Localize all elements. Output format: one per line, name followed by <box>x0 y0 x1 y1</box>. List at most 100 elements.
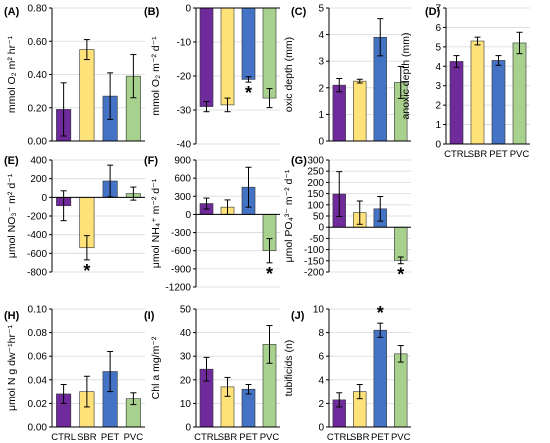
y-tick-label: -150 <box>304 256 324 267</box>
y-tick-label: 20 <box>180 375 192 386</box>
y-axis-label: mmol O₂ m² hr⁻¹ <box>6 35 18 113</box>
y-tick-label: 0 <box>185 4 191 15</box>
y-tick-label: -800 <box>27 268 47 279</box>
bar-ctrl <box>199 7 214 107</box>
y-tick-label: 5 <box>318 4 324 15</box>
y-tick-label: 0.10 <box>28 305 48 316</box>
y-axis-label: μmol PO₄³⁻ m⁻² d⁻¹ <box>283 169 295 262</box>
y-tick-label: -200 <box>304 268 324 279</box>
panel-label: (I) <box>144 310 155 322</box>
bar-pvc <box>262 7 277 99</box>
bar-pvc <box>512 42 527 145</box>
y-tick-label: -100 <box>304 245 324 256</box>
bar-pet <box>241 388 256 428</box>
x-tick-label: PVC <box>124 432 144 443</box>
y-tick-label: 0.20 <box>28 103 48 114</box>
y-tick-label: -40 <box>177 140 192 151</box>
y-tick-label: -600 <box>27 249 47 260</box>
y-tick-label: 50 <box>180 305 192 316</box>
x-tick-label: CTRL <box>51 432 76 443</box>
y-tick-label: 0 <box>185 423 191 434</box>
y-tick-label: 200 <box>307 178 324 189</box>
y-axis-label: Chl a mg/m⁻² <box>150 336 162 399</box>
y-tick-label: -400 <box>27 230 47 241</box>
y-tick-label: 0.60 <box>28 37 48 48</box>
x-tick-label: SBR <box>350 432 370 443</box>
y-tick-label: 200 <box>30 174 47 185</box>
significance-star: * <box>245 83 252 103</box>
y-axis-label: oxic depth (mm) <box>283 37 295 112</box>
y-tick-label: -300 <box>171 228 191 239</box>
bar-pet <box>241 7 256 80</box>
panel-label: (E) <box>4 155 19 167</box>
y-axis-label: mmol O₂ m⁻² d⁻¹ <box>150 36 162 116</box>
y-tick-label: 6 <box>435 23 441 34</box>
significance-star: * <box>83 261 90 281</box>
x-tick-label: PET <box>371 432 390 443</box>
bar-pvc <box>394 226 408 261</box>
bar-pet <box>373 329 387 428</box>
y-tick-label: 0.00 <box>28 137 48 148</box>
y-tick-label: 0 <box>435 140 441 151</box>
y-tick-label: 50 <box>313 212 325 223</box>
y-tick-label: 0.06 <box>28 352 48 363</box>
y-tick-label: 40 <box>180 328 192 339</box>
y-tick-label: 7 <box>435 4 441 15</box>
x-tick-label: PVC <box>260 432 280 443</box>
y-tick-label: 300 <box>174 192 191 203</box>
panel-b: -40 -30 -20 -10 0 * mmol O₂ m⁻² d⁻¹ (B) <box>144 4 280 151</box>
y-tick-label: 400 <box>30 156 47 167</box>
y-tick-label: 1 <box>318 110 324 121</box>
panel-a: 0.00 0.20 0.40 0.60 0.80 mmol O₂ m² hr⁻¹ (A) <box>4 4 145 148</box>
x-tick-label: CTRL <box>327 432 352 443</box>
significance-star: * <box>397 265 404 285</box>
y-tick-label: 1 <box>435 120 441 131</box>
y-tick-label: 4 <box>435 62 441 73</box>
panel-label: (D) <box>425 6 441 18</box>
x-tick-label: SBR <box>468 149 488 160</box>
bar-sbr <box>470 40 485 145</box>
bar-ctrl <box>332 84 346 142</box>
y-tick-label: 150 <box>307 189 324 200</box>
x-tick-label: PET <box>489 149 508 160</box>
panel-label: (F) <box>144 155 158 167</box>
y-tick-label: 0.40 <box>28 70 48 81</box>
y-tick-label: 2 <box>435 101 441 112</box>
y-tick-label: -1200 <box>165 283 191 294</box>
x-tick-label: PVC <box>510 149 530 160</box>
y-tick-label: 10 <box>313 305 325 316</box>
y-axis-label: μmol NO₃⁻ m² d⁻¹ <box>6 173 18 258</box>
x-tick-label: PET <box>239 432 258 443</box>
y-axis-label: tubificids (n) <box>283 340 295 397</box>
y-axis-label: anoxic depth (mm) <box>400 33 412 120</box>
y-tick-label: -200 <box>27 212 47 223</box>
y-tick-label: 5 <box>435 42 441 53</box>
bar-sbr <box>220 7 235 106</box>
y-tick-label: 250 <box>307 167 324 178</box>
y-tick-label: 2 <box>318 83 324 94</box>
panel-e: -800 -600 -400 -200 0 200 400 * μmol NO₃⁻ m² d⁻¹… <box>4 155 145 281</box>
bar-pvc <box>394 353 408 428</box>
y-axis-label: μmol NH₄⁺ m⁻² d⁻¹ <box>150 178 162 268</box>
y-tick-label: 0 <box>185 210 191 221</box>
y-tick-label: 0.08 <box>28 328 48 339</box>
y-tick-label: 0.00 <box>28 423 48 434</box>
x-tick-label: SBR <box>218 432 238 443</box>
y-tick-label: 4 <box>318 375 324 386</box>
y-axis-label: μmol N g dw⁻¹hr⁻¹ <box>6 325 18 411</box>
x-tick-label: CTRL <box>194 432 219 443</box>
y-tick-label: 8 <box>318 328 324 339</box>
y-tick-label: 3 <box>318 57 324 68</box>
y-tick-label: 4 <box>318 30 324 41</box>
panel-c: 0 1 2 3 4 5 oxic depth (mm) (C) <box>283 4 411 148</box>
y-tick-label: 10 <box>180 399 192 410</box>
y-tick-label: -600 <box>171 246 191 257</box>
y-tick-label: -50 <box>310 234 325 245</box>
y-tick-label: 600 <box>174 174 191 185</box>
y-tick-label: 30 <box>180 352 192 363</box>
y-tick-label: 0 <box>318 223 324 234</box>
y-tick-label: 300 <box>307 156 324 167</box>
